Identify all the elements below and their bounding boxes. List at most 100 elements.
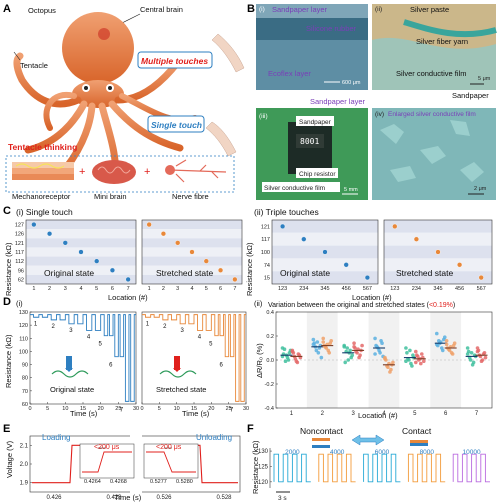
chip-body bbox=[296, 134, 324, 148]
d-ii-point bbox=[329, 339, 334, 343]
e-xlabel: Time (s) bbox=[114, 493, 142, 502]
d-ii-point bbox=[373, 336, 377, 341]
d-ii-point bbox=[413, 360, 418, 365]
c-i-str-xtick: 1 bbox=[148, 286, 151, 292]
d-ii-point bbox=[321, 336, 326, 341]
c-i-str-point bbox=[217, 267, 224, 273]
b-chip-box bbox=[296, 168, 338, 178]
b-sandpaper-label-3: Sandpaper bbox=[299, 119, 332, 126]
d-ii-xtick: 4 bbox=[382, 411, 386, 417]
d-str-loc-label: 2 bbox=[163, 324, 167, 330]
c-i-orig-point bbox=[31, 221, 37, 228]
d-original-label: Original state bbox=[50, 385, 94, 394]
f-noncontact-label: Noncontact bbox=[300, 426, 344, 436]
b-silicone-rubber-label: Silicone rubber bbox=[306, 24, 357, 33]
b-silver-fiber-yarn-label: Silver fiber yarn bbox=[416, 37, 468, 46]
d-str-loc-label: 4 bbox=[198, 334, 202, 340]
d-ii-point bbox=[418, 361, 423, 366]
f-wave bbox=[363, 453, 401, 483]
c-ii-orig-xtick: 234 bbox=[299, 286, 308, 292]
e-fall-label: <200 μs bbox=[156, 444, 182, 451]
c-i-orig-xtick: 1 bbox=[32, 286, 35, 292]
tentacle-leader bbox=[13, 51, 21, 61]
panel-f: F 120 125 130 2000 4000 6000 8000 10000 Resista… bbox=[247, 423, 490, 502]
b-ii-index: (ii) bbox=[375, 6, 382, 13]
d-ii-point bbox=[404, 346, 408, 350]
micrograph-ii-film bbox=[372, 37, 496, 90]
f-ytick: 120 bbox=[258, 480, 269, 486]
b-silver-film-label-3: Silver conductive film bbox=[264, 185, 325, 192]
e-inset-1-trace bbox=[82, 451, 132, 473]
d-orig-xtick: 25 bbox=[115, 406, 121, 412]
d-ii-point bbox=[440, 348, 445, 353]
d-ii-xtick: 3 bbox=[351, 411, 355, 417]
d-ii-point bbox=[352, 345, 356, 349]
panel-c: C (i) Single touch (ii) Triple touches 1… bbox=[3, 205, 493, 302]
e-inset-tick-2b: 0.5280 bbox=[176, 479, 193, 485]
d-ii-point bbox=[408, 348, 412, 353]
c-i-orig-ytick: 112 bbox=[15, 259, 24, 265]
d-ii-point bbox=[350, 353, 355, 358]
d-orig-ytick: 120 bbox=[19, 323, 28, 329]
b-sandpaper-layer-label-2: Sandpaper layer bbox=[310, 97, 366, 106]
c-i-orig-band bbox=[26, 265, 136, 275]
d-ii-point bbox=[311, 337, 316, 342]
d-ii-point bbox=[444, 342, 449, 347]
d-ii-point bbox=[413, 349, 418, 354]
d-ii-xtick: 5 bbox=[413, 411, 417, 417]
e-xtick-1: 0.428 bbox=[106, 495, 122, 501]
b-enlarged-film-label: Enlarged silver conductive film bbox=[388, 111, 476, 118]
f-group-label: 10000 bbox=[463, 449, 481, 456]
chip-code: 8001 bbox=[300, 137, 319, 146]
d-ii-xtick: 2 bbox=[321, 411, 325, 417]
c-i-str-frame bbox=[141, 219, 243, 285]
d-ii-point bbox=[436, 339, 441, 343]
d-str-loc-label: 3 bbox=[180, 328, 184, 334]
b-iv-index: (iv) bbox=[375, 111, 384, 118]
e-inset-tick-1b: 0.4268 bbox=[110, 479, 127, 485]
f-noncontact-electrode-bottom bbox=[312, 445, 330, 448]
e-chart: 1.9 2.0 2.1 0.426 0.428 0.526 0.528 bbox=[20, 435, 241, 501]
c-ii-orig-band bbox=[272, 271, 378, 284]
e-loading-label: Loading bbox=[42, 433, 70, 442]
d-str-loc-label: 6 bbox=[220, 363, 224, 369]
tentacle-thinking-label: Tentacle thinking bbox=[8, 142, 77, 152]
d-orig-trace bbox=[30, 314, 136, 402]
micrograph-i-silicone bbox=[256, 18, 368, 40]
c-i-orig-xtick: 3 bbox=[64, 286, 67, 292]
c-i-orig-ytick: 121 bbox=[15, 241, 24, 247]
c-ii-orig-band bbox=[272, 232, 378, 246]
c-i-xlabel: Location (#) bbox=[108, 293, 148, 302]
f-group-label: 8000 bbox=[420, 449, 435, 456]
c-i-orig-point bbox=[62, 240, 68, 246]
c-i-orig-ytick: 62 bbox=[18, 277, 24, 283]
c-i-orig-ytick: 127 bbox=[15, 223, 24, 229]
d-i-xlabel-a: Time (s) bbox=[70, 409, 98, 418]
hand-top-icon bbox=[211, 33, 245, 73]
multiple-touches-label: Multiple touches bbox=[141, 56, 208, 66]
c-i-str-xtick: 6 bbox=[219, 286, 222, 292]
b-sandpaper-layer-label: Sandpaper layer bbox=[272, 5, 328, 14]
d-str-loc-label: 5 bbox=[209, 342, 213, 348]
c-i-str-band bbox=[142, 256, 242, 266]
d-ii-point bbox=[479, 359, 484, 364]
d-orig-loc-label: 6 bbox=[109, 363, 113, 369]
panel-a-label: A bbox=[3, 3, 11, 15]
d-ii-point bbox=[346, 358, 351, 362]
d-ii-point bbox=[377, 348, 381, 353]
d-orig-ytick: 70 bbox=[22, 389, 28, 395]
c-ii-str-xtick: 567 bbox=[477, 286, 486, 292]
d-orig-loc-label: 3 bbox=[69, 328, 73, 334]
e-ytick: 2.1 bbox=[20, 443, 29, 449]
d-ii-point bbox=[465, 352, 470, 356]
c-i-orig-point bbox=[94, 258, 100, 264]
c-ii-str-frame bbox=[383, 219, 493, 285]
c-i-str-xtick: 4 bbox=[190, 286, 193, 292]
c-ii-orig-xtick: 567 bbox=[363, 286, 372, 292]
c-i-stretched-label: Stretched state bbox=[156, 268, 213, 278]
b-iii-index: (iii) bbox=[259, 113, 268, 120]
e-inset-tick-2a: 0.5277 bbox=[150, 479, 167, 485]
d-orig-loc-label: 2 bbox=[52, 324, 56, 330]
d-ii-point bbox=[404, 359, 408, 364]
